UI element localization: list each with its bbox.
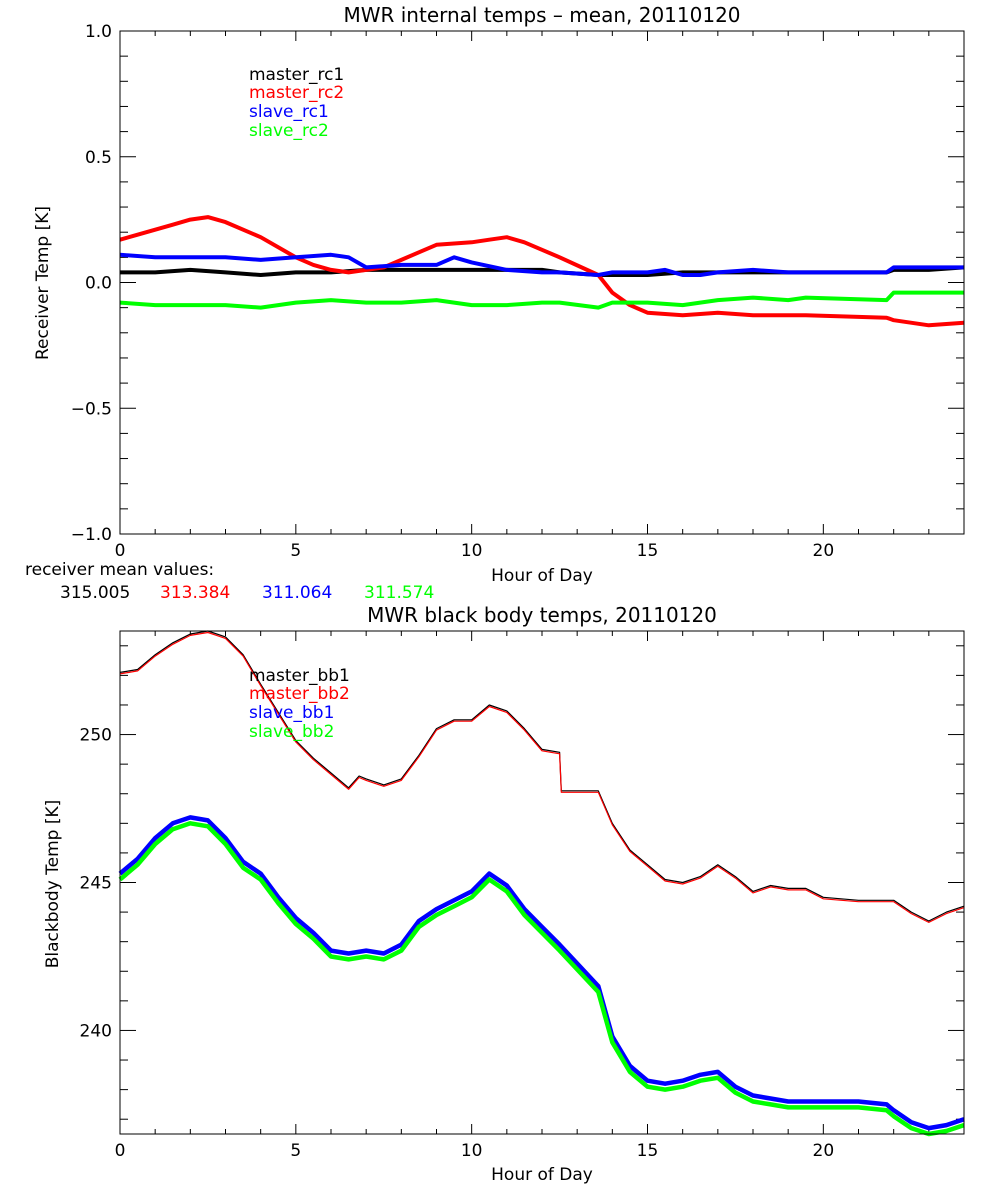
- receiver-mean-value: 311.064: [262, 583, 332, 603]
- y-tick-label: 245: [80, 874, 112, 894]
- series-line-master-rc2: [119, 215, 965, 328]
- chart-title: MWR internal temps – mean, 20110120: [343, 3, 740, 27]
- series-line-master-bb1: [119, 630, 965, 922]
- x-tick-label: 10: [461, 1141, 483, 1161]
- y-tick-label: −1.0: [71, 525, 112, 545]
- blackbody-temp-chart: MWR black body temps, 20110120 0 5 10 15 20 2…: [43, 603, 965, 1185]
- bottom-series-lines: [118, 630, 965, 1137]
- y-tick-label: −0.5: [71, 399, 112, 419]
- y-tick-label: 0.5: [85, 148, 112, 168]
- legend: master_bb1 master_bb2 slave_bb1 slave_bb…: [249, 666, 350, 742]
- x-tick-label: 10: [461, 541, 483, 561]
- receiver-mean-value: 311.574: [364, 583, 434, 603]
- y-axis-label: Receiver Temp [K]: [33, 206, 53, 360]
- legend-entry-slave-bb1: slave_bb1: [249, 703, 334, 723]
- y-tick-label: 1.0: [85, 22, 112, 42]
- plot-frame: [119, 30, 965, 535]
- bottom-tick-marks: [119, 631, 965, 1134]
- legend-entry-slave-rc1: slave_rc1: [249, 102, 329, 122]
- top-tick-labels: 0 5 10 15 20 −1.0 −0.5 0.0 0.5 1.0: [71, 22, 834, 561]
- y-tick-label: 240: [80, 1021, 112, 1041]
- receiver-mean-value: 313.384: [160, 583, 230, 603]
- legend-entry-master-rc2: master_rc2: [249, 83, 344, 103]
- x-tick-label: 5: [290, 541, 301, 561]
- y-axis-label: Blackbody Temp [K]: [43, 800, 63, 969]
- series-line-slave-bb1: [118, 815, 965, 1131]
- x-tick-label: 0: [115, 541, 126, 561]
- x-tick-label: 20: [813, 541, 835, 561]
- legend-entry-master-bb1: master_bb1: [249, 666, 350, 686]
- top-series-lines: [119, 215, 965, 328]
- series-line-master-bb2: [119, 631, 965, 924]
- series-line-slave-bb2: [118, 821, 965, 1137]
- x-tick-label: 15: [637, 541, 659, 561]
- y-tick-label: 0.0: [85, 274, 112, 294]
- receiver-mean-label: receiver mean values:: [25, 560, 214, 580]
- bottom-tick-labels: 0 5 10 15 20 240 245 250: [80, 726, 835, 1161]
- receiver-mean-value: 315.005: [60, 583, 130, 603]
- legend-entry-master-rc1: master_rc1: [249, 65, 344, 85]
- legend-entry-master-bb2: master_bb2: [249, 684, 350, 704]
- x-tick-label: 0: [115, 1141, 126, 1161]
- x-axis-label: Hour of Day: [491, 566, 593, 586]
- receiver-temp-chart: MWR internal temps – mean, 20110120 0 5 10…: [25, 3, 965, 603]
- plot-frame: [119, 630, 965, 1135]
- receiver-mean-annotation: receiver mean values: 315.005 313.384 31…: [25, 560, 434, 603]
- y-tick-label: 250: [80, 726, 112, 746]
- legend-entry-slave-bb2: slave_bb2: [249, 722, 334, 742]
- chart-title: MWR black body temps, 20110120: [367, 603, 717, 627]
- x-tick-label: 5: [290, 1141, 301, 1161]
- legend: master_rc1 master_rc2 slave_rc1 slave_rc…: [249, 65, 344, 141]
- series-line-slave-rc1: [119, 252, 964, 277]
- x-tick-label: 15: [637, 1141, 659, 1161]
- legend-entry-slave-rc2: slave_rc2: [249, 121, 329, 141]
- x-tick-label: 20: [813, 1141, 835, 1161]
- series-line-slave-rc2: [119, 290, 964, 310]
- x-axis-label: Hour of Day: [491, 1165, 593, 1185]
